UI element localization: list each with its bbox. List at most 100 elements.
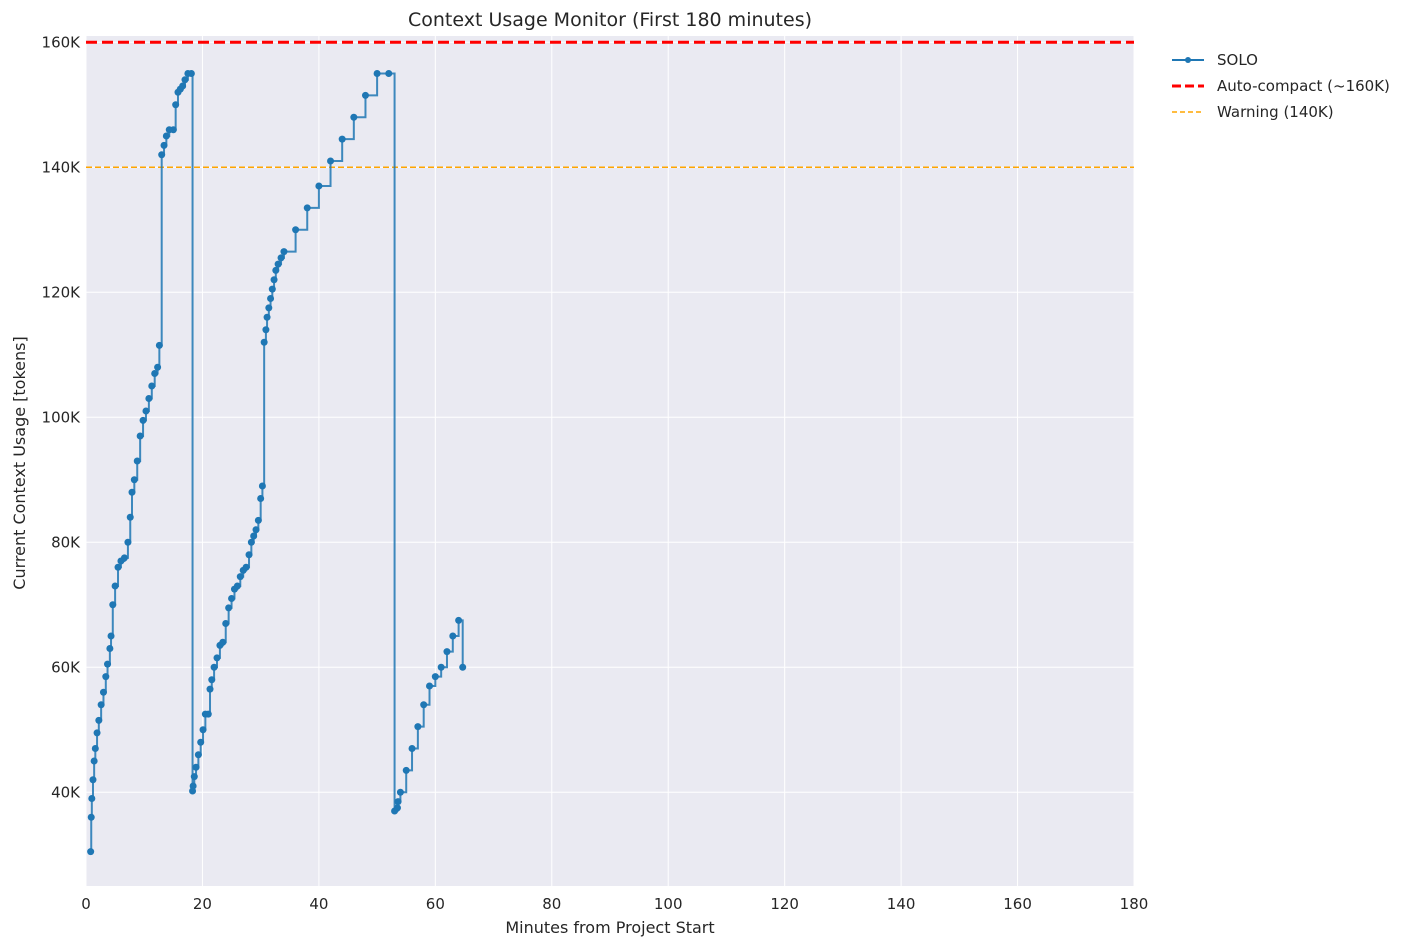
solo-data-point	[455, 616, 463, 624]
x-tick-label: 140	[887, 895, 916, 913]
solo-data-point	[242, 563, 250, 571]
series-layer	[87, 70, 467, 856]
solo-data-point	[204, 710, 212, 718]
plot-area	[86, 36, 1134, 886]
solo-data-point	[128, 488, 136, 496]
x-tick-label: 80	[542, 895, 561, 913]
solo-data-point	[130, 476, 138, 484]
legend-label: SOLO	[1217, 51, 1258, 69]
legend-swatch-marker	[1185, 57, 1191, 63]
solo-data-point	[408, 745, 416, 752]
solo-data-point	[91, 745, 99, 752]
solo-data-point	[97, 701, 105, 709]
y-tick-label: 160K	[42, 33, 82, 51]
solo-data-point	[245, 551, 253, 559]
solo-data-point	[206, 685, 214, 693]
solo-data-point	[250, 532, 258, 540]
solo-data-point	[260, 338, 268, 346]
solo-data-point	[219, 638, 227, 646]
solo-data-point	[228, 595, 236, 602]
solo-data-point	[192, 763, 200, 771]
solo-data-point	[213, 654, 221, 662]
solo-data-point	[102, 673, 110, 681]
y-tick-label: 40K	[51, 783, 81, 801]
solo-data-point	[338, 135, 346, 143]
solo-data-point	[327, 157, 335, 165]
solo-data-point	[373, 70, 381, 77]
solo-data-point	[99, 688, 107, 696]
x-tick-label: 40	[309, 895, 328, 913]
solo-data-point	[181, 76, 189, 84]
solo-data-point	[208, 676, 216, 684]
solo-data-point	[158, 151, 166, 159]
y-tick-label: 140K	[42, 158, 82, 176]
solo-data-point	[459, 663, 467, 671]
solo-data-point	[136, 432, 144, 440]
solo-data-point	[95, 716, 103, 724]
legend: SOLO Auto-compact (~160K) Warning (140K)	[1172, 51, 1390, 121]
solo-data-point	[189, 782, 197, 790]
x-tick-label: 60	[426, 895, 445, 913]
solo-data-point	[142, 407, 150, 415]
solo-data-point	[210, 663, 218, 671]
solo-data-point	[106, 645, 114, 652]
x-axis-ticks: 0 20 40 60 80 100 120 140 160 180	[81, 895, 1148, 913]
solo-data-point	[449, 632, 457, 640]
chart-title: Context Usage Monitor (First 180 minutes…	[408, 9, 812, 31]
solo-data-point	[154, 363, 162, 371]
solo-data-point	[393, 804, 401, 812]
solo-data-point	[124, 538, 132, 546]
solo-data-point	[315, 182, 323, 190]
solo-data-point	[350, 113, 358, 121]
solo-data-point	[361, 91, 369, 99]
solo-data-point	[199, 726, 207, 734]
solo-data-point	[303, 204, 311, 212]
solo-data-point	[437, 663, 445, 671]
solo-data-point	[111, 582, 119, 590]
solo-data-point	[187, 70, 195, 77]
solo-data-point	[274, 260, 282, 268]
solo-data-point	[90, 757, 98, 765]
legend-item: SOLO	[1172, 51, 1258, 69]
solo-data-point	[93, 729, 101, 737]
solo-data-point	[426, 682, 434, 690]
x-axis-label: Minutes from Project Start	[505, 918, 714, 937]
solo-data-point	[151, 370, 159, 377]
solo-data-point	[402, 766, 410, 774]
solo-data-point	[236, 573, 244, 581]
solo-data-point	[88, 795, 96, 802]
y-tick-label: 120K	[42, 283, 82, 301]
solo-data-point	[394, 798, 402, 806]
solo-data-point	[172, 101, 180, 109]
x-tick-label: 180	[1120, 895, 1149, 913]
solo-data-point	[267, 295, 275, 302]
solo-data-point	[268, 285, 276, 293]
solo-data-point	[194, 751, 202, 759]
solo-data-point	[414, 723, 422, 731]
solo-data-point	[292, 226, 300, 234]
y-tick-label: 60K	[51, 658, 81, 676]
solo-data-point	[179, 82, 187, 90]
solo-data-point	[385, 70, 393, 77]
solo-data-point	[145, 395, 153, 402]
solo-data-point	[272, 266, 280, 274]
solo-data-point	[162, 132, 170, 140]
solo-data-point	[114, 563, 122, 571]
solo-data-point	[109, 601, 117, 609]
y-tick-label: 80K	[51, 533, 81, 551]
solo-data-point	[139, 416, 147, 424]
legend-label: Auto-compact (~160K)	[1217, 77, 1390, 95]
solo-data-point	[160, 141, 168, 149]
solo-data-point	[431, 673, 439, 681]
solo-data-point	[443, 648, 451, 656]
grid	[85, 36, 1135, 886]
solo-data-point	[148, 382, 156, 390]
legend-item: Warning (140K)	[1172, 103, 1334, 121]
solo-data-point	[396, 788, 404, 796]
solo-data-point	[190, 773, 198, 781]
solo-data-point	[89, 776, 97, 784]
solo-data-point	[120, 554, 128, 562]
legend-item: Auto-compact (~160K)	[1172, 77, 1390, 95]
solo-data-point	[252, 526, 260, 534]
